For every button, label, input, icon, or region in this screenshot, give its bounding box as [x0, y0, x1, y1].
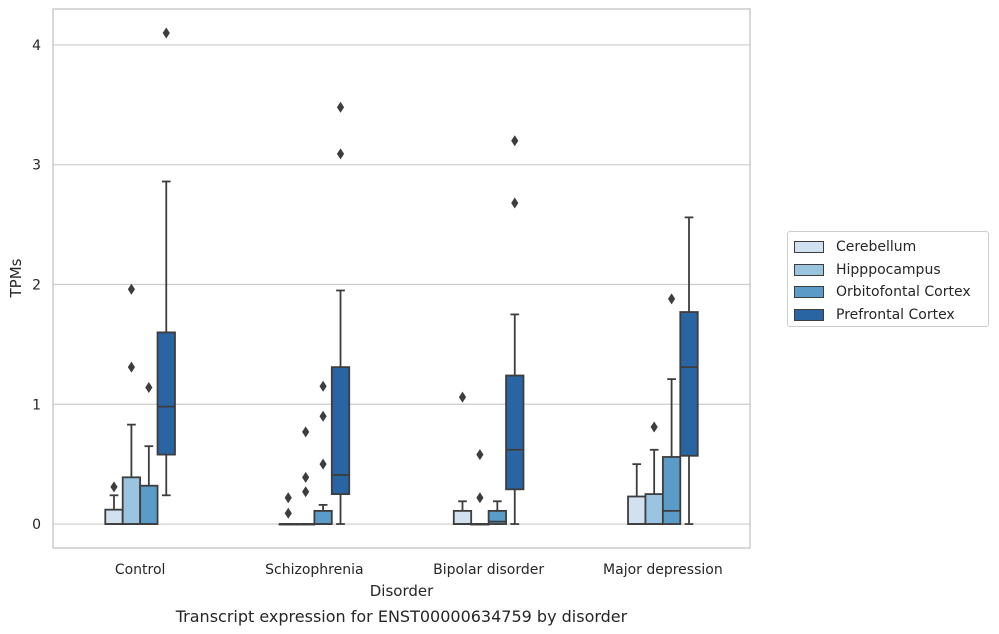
outlier-point	[127, 283, 136, 295]
x-tick-label: Schizophrenia	[265, 562, 363, 578]
box-0-2	[139, 381, 159, 525]
outlier-point	[511, 135, 519, 147]
legend-swatch	[794, 263, 824, 276]
outlier-point	[336, 101, 345, 113]
y-tick-label: 4	[32, 38, 41, 54]
outlier-point	[284, 507, 292, 519]
box-1-0	[278, 492, 298, 526]
legend-label: Cerebellum	[836, 239, 917, 256]
box-3-0	[627, 463, 647, 525]
box-2-2	[487, 500, 507, 525]
box-iqr	[104, 508, 124, 525]
outlier-point	[162, 27, 170, 39]
y-tick-label: 1	[32, 397, 41, 413]
outlier-point	[145, 381, 153, 393]
x-tick-label: Control	[115, 562, 166, 578]
box-3-2	[661, 293, 682, 525]
outlier-point	[667, 293, 676, 305]
y-axis-label: TPMs	[7, 258, 25, 298]
legend-label: Prefrontal Cortex	[836, 306, 955, 323]
box-1-2	[313, 380, 333, 525]
x-tick-labels: Control Schizophrenia Bipolar disorder Majo…	[115, 562, 723, 578]
outlier-point	[302, 471, 310, 483]
outlier-point	[302, 486, 310, 498]
chart-caption: Transcript expression for ENST0000063475…	[175, 607, 628, 626]
box-iqr	[505, 374, 525, 491]
outlier-point	[476, 449, 484, 461]
legend-item: Cerebellum	[794, 236, 982, 259]
box-iqr	[661, 456, 682, 525]
outlier-point	[110, 481, 118, 493]
box-3-1	[644, 421, 664, 525]
outlier-point	[302, 426, 310, 438]
legend-item: Orbitofontal Cortex	[794, 281, 982, 304]
outlier-point	[650, 421, 658, 433]
x-tick-label: Bipolar disorder	[433, 562, 544, 578]
legend-swatch	[794, 286, 824, 299]
legend-item: Prefrontal Cortex	[794, 304, 982, 327]
box-0-1	[121, 283, 142, 525]
legend-label: Hipppocampus	[836, 261, 941, 278]
outlier-point	[319, 410, 327, 422]
box-3-3	[679, 216, 699, 525]
box-iqr	[627, 495, 647, 525]
y-tick-labels: 0 1 2 3 4	[32, 38, 41, 533]
box-0-0	[104, 481, 124, 525]
y-tick-label: 2	[32, 277, 41, 293]
box-iqr	[313, 509, 333, 525]
outlier-point	[476, 492, 484, 504]
box-iqr	[452, 509, 473, 525]
box-1-3	[330, 101, 351, 525]
x-tick-label: Major depression	[603, 562, 723, 578]
box-iqr	[121, 476, 142, 525]
legend: Cerebellum Hipppocampus Orbitofontal Corte…	[787, 231, 989, 327]
boxes	[104, 27, 699, 526]
box-iqr	[139, 484, 159, 525]
box-0-3	[156, 27, 176, 497]
box-1-1	[296, 426, 316, 526]
outlier-point	[511, 197, 519, 209]
box-2-3	[505, 135, 525, 525]
box-iqr	[679, 311, 699, 457]
box-2-1	[470, 449, 490, 526]
box-iqr	[330, 366, 351, 496]
plot-frame	[52, 8, 751, 549]
outlier-point	[127, 361, 136, 373]
legend-swatch	[794, 308, 824, 321]
y-tick-label: 0	[32, 517, 41, 533]
box-2-0	[452, 391, 473, 525]
box-iqr	[644, 493, 664, 525]
outlier-point	[458, 391, 467, 403]
y-tick-label: 3	[32, 158, 41, 174]
legend-swatch	[794, 241, 824, 254]
legend-label: Orbitofontal Cortex	[836, 284, 971, 301]
outlier-point	[319, 458, 327, 470]
box-iqr	[156, 331, 176, 456]
outlier-point	[336, 148, 345, 160]
outlier-point	[319, 380, 327, 392]
legend-item: Hipppocampus	[794, 259, 982, 282]
x-axis-label: Disorder	[370, 582, 434, 600]
outlier-point	[284, 492, 292, 504]
